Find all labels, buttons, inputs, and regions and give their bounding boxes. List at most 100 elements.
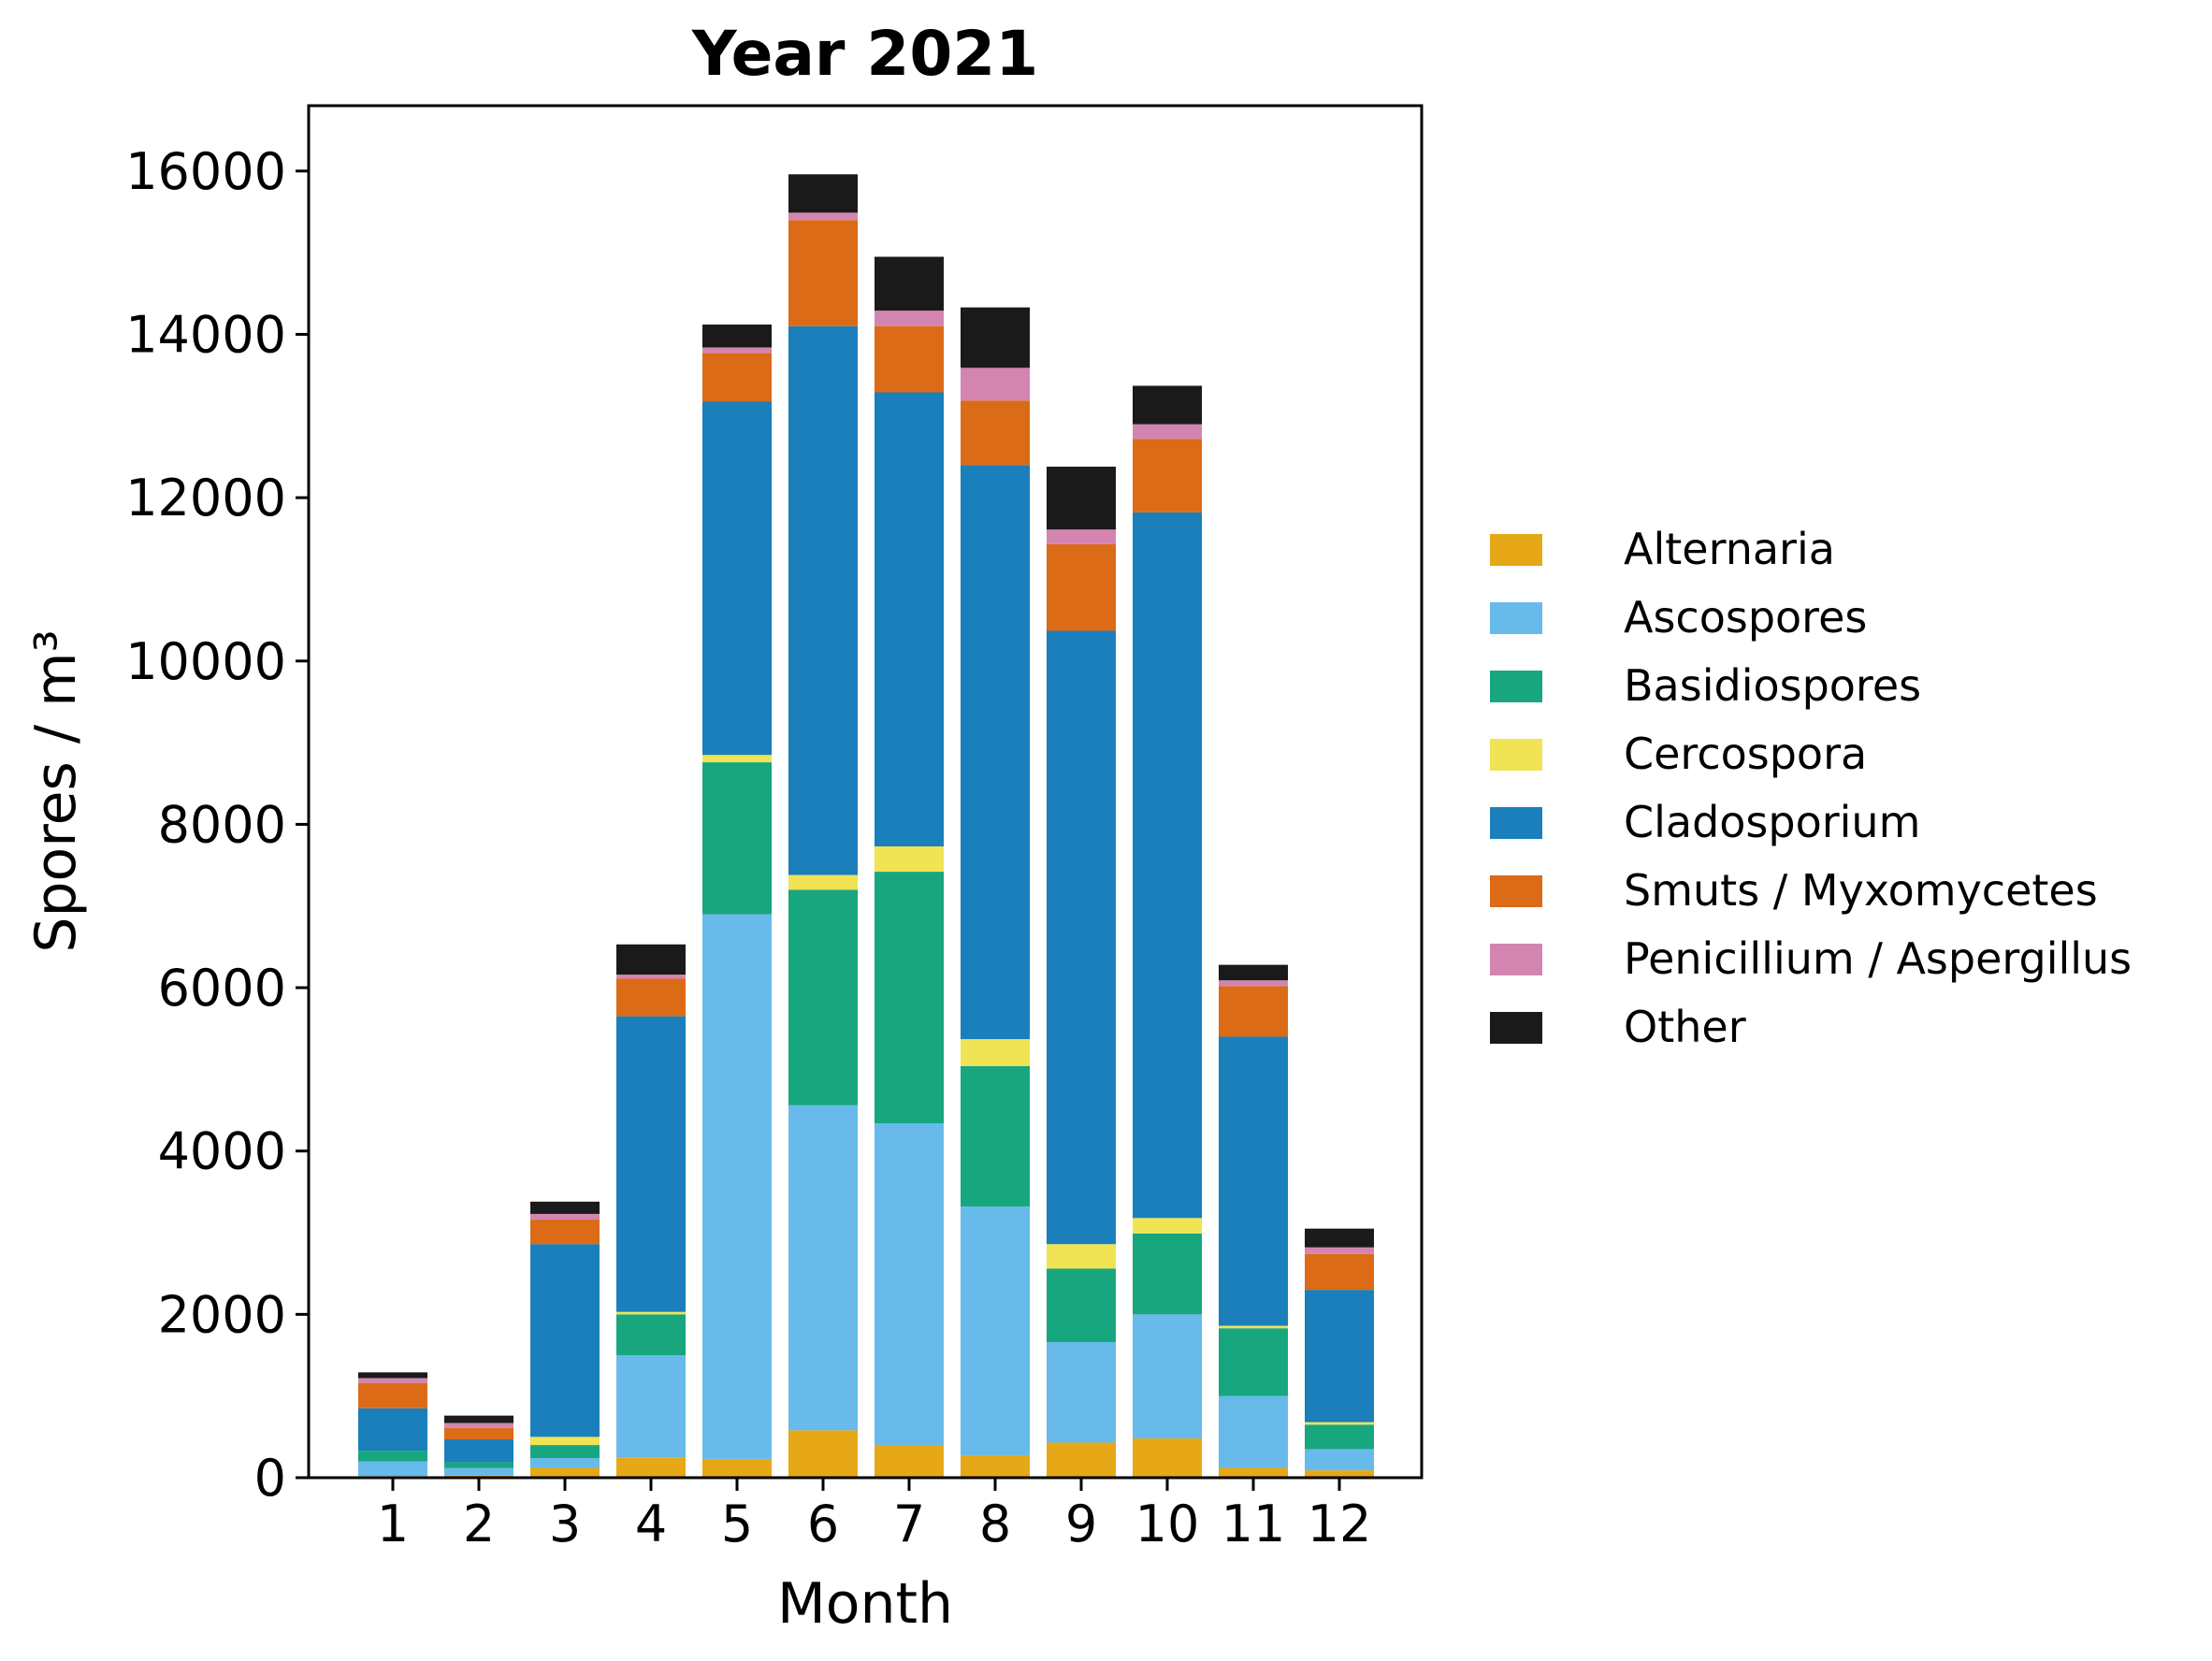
bar-segment-month-6-series-1 [788,1105,858,1431]
legend-label: Other [1624,1002,1746,1052]
bar-segment-month-9-series-2 [1047,1268,1116,1343]
bar-segment-month-6-series-3 [788,874,858,890]
bar-segment-month-9-series-1 [1047,1342,1116,1443]
y-axis: 0 2000 4000 6000 8000 10000 12000 14000 16000 [125,142,309,1508]
bar-segment-month-10-series-6 [1133,424,1202,440]
bar-segment-month-10-series-3 [1133,1218,1202,1234]
x-tick-label: 1 [377,1495,409,1553]
bar-segment-month-7-series-3 [875,846,944,873]
bar-segment-month-7-series-4 [875,392,944,847]
x-axis-label: Month [777,1571,953,1637]
bar-segment-month-6-series-4 [788,325,858,875]
y-tick-label: 14000 [125,306,286,365]
legend-swatch [1490,671,1542,702]
bar-segment-month-11-series-2 [1219,1328,1288,1396]
bar-segment-month-10-series-5 [1133,439,1202,513]
bar-segment-month-10-series-1 [1133,1314,1202,1439]
bar-segment-month-7-series-2 [875,872,944,1124]
bar-segment-month-4-series-5 [616,978,686,1017]
bar-segment-month-4-series-0 [616,1457,686,1478]
bar-segment-month-9-series-0 [1047,1442,1116,1478]
bar-segment-month-5-series-5 [702,353,772,402]
bar-segment-month-10-series-4 [1133,512,1202,1219]
bar-segment-month-6-series-6 [788,212,858,221]
bar-segment-month-2-series-4 [444,1438,513,1463]
x-tick-label: 5 [721,1495,753,1553]
plot-frame [307,104,1424,1480]
bar-segment-month-6-series-7 [788,174,858,213]
legend-swatch [1490,807,1542,839]
bar-segment-month-6-series-5 [788,220,858,326]
bar-segment-month-7-series-1 [875,1123,944,1446]
bar-segment-month-3-series-7 [530,1201,600,1214]
x-tick-label: 6 [807,1495,839,1553]
y-tick-label: 0 [254,1449,286,1508]
bar-segment-month-1-series-1 [358,1461,427,1477]
bar-segment-month-7-series-6 [875,311,944,326]
bar-segment-month-8-series-2 [961,1065,1030,1207]
bar-segment-month-5-series-4 [702,401,772,756]
bar-segment-month-12-series-6 [1305,1247,1374,1254]
bar-segment-month-3-series-4 [530,1244,600,1437]
x-tick-label: 10 [1135,1495,1200,1553]
bar-segment-month-3-series-3 [530,1437,600,1446]
bar-segment-month-8-series-7 [961,307,1030,368]
bar-segment-month-12-series-5 [1305,1253,1374,1291]
bar-segment-month-3-series-6 [530,1213,600,1220]
bar-segment-month-5-series-1 [702,914,772,1459]
bar-segment-month-2-series-7 [444,1415,513,1423]
x-tick-label: 7 [893,1495,925,1553]
bar-segment-month-11-series-1 [1219,1395,1288,1468]
bar-segment-month-4-series-2 [616,1314,686,1356]
bar-segment-month-5-series-6 [702,347,772,354]
legend-label: Ascospores [1624,592,1867,643]
x-tick-label: 3 [549,1495,581,1553]
bar-segment-month-11-series-4 [1219,1036,1288,1326]
bar-segment-month-7-series-5 [875,325,944,393]
bar-segment-month-11-series-3 [1219,1325,1288,1329]
bar-segment-month-10-series-7 [1133,385,1202,425]
bar-segment-month-1-series-7 [358,1372,427,1379]
bar-segment-month-4-series-7 [616,944,686,975]
legend-swatch [1490,534,1542,566]
x-tick-label: 2 [463,1495,495,1553]
bar-segment-month-1-series-2 [358,1451,427,1462]
legend-swatch [1490,875,1542,907]
bar-segment-month-12-series-0 [1305,1470,1374,1478]
bar-segment-month-11-series-7 [1219,964,1288,981]
bar-segment-month-11-series-6 [1219,980,1288,987]
bar-segment-month-8-series-4 [961,465,1030,1040]
x-tick-label: 9 [1065,1495,1097,1553]
legend-label: Smuts / Myxomycetes [1624,865,2098,916]
bar-segment-month-9-series-3 [1047,1244,1116,1269]
bar-segment-month-7-series-7 [875,256,944,311]
bar-segment-month-12-series-2 [1305,1424,1374,1450]
y-tick-label: 10000 [125,632,286,691]
bar-segment-month-5-series-0 [702,1458,772,1478]
bar-segment-month-3-series-0 [530,1467,600,1478]
bar-segment-month-10-series-2 [1133,1233,1202,1315]
y-axis-label: Spores / m³ [23,629,89,952]
y-tick-label: 6000 [158,959,286,1018]
bar-segment-month-6-series-0 [788,1430,858,1478]
x-tick-label: 4 [635,1495,667,1553]
bar-segment-month-4-series-4 [616,1016,686,1312]
bar-segment-month-1-series-5 [358,1382,427,1408]
bar-segment-month-5-series-7 [702,325,772,348]
y-tick-label: 4000 [158,1122,286,1181]
y-tick-label: 12000 [125,469,286,527]
x-tick-label: 12 [1308,1495,1372,1553]
legend-swatch [1490,602,1542,634]
bar-segment-month-8-series-1 [961,1206,1030,1456]
bars-layer [358,174,1374,1478]
bar-segment-month-7-series-0 [875,1445,944,1478]
bar-segment-month-2-series-2 [444,1462,513,1468]
legend-label: Cercospora [1624,729,1867,779]
bar-segment-month-11-series-0 [1219,1467,1288,1478]
bar-segment-month-9-series-7 [1047,466,1116,530]
bar-segment-month-9-series-6 [1047,529,1116,544]
legend-swatch [1490,739,1542,771]
bar-segment-month-12-series-4 [1305,1290,1374,1423]
bar-segment-month-1-series-6 [358,1378,427,1383]
